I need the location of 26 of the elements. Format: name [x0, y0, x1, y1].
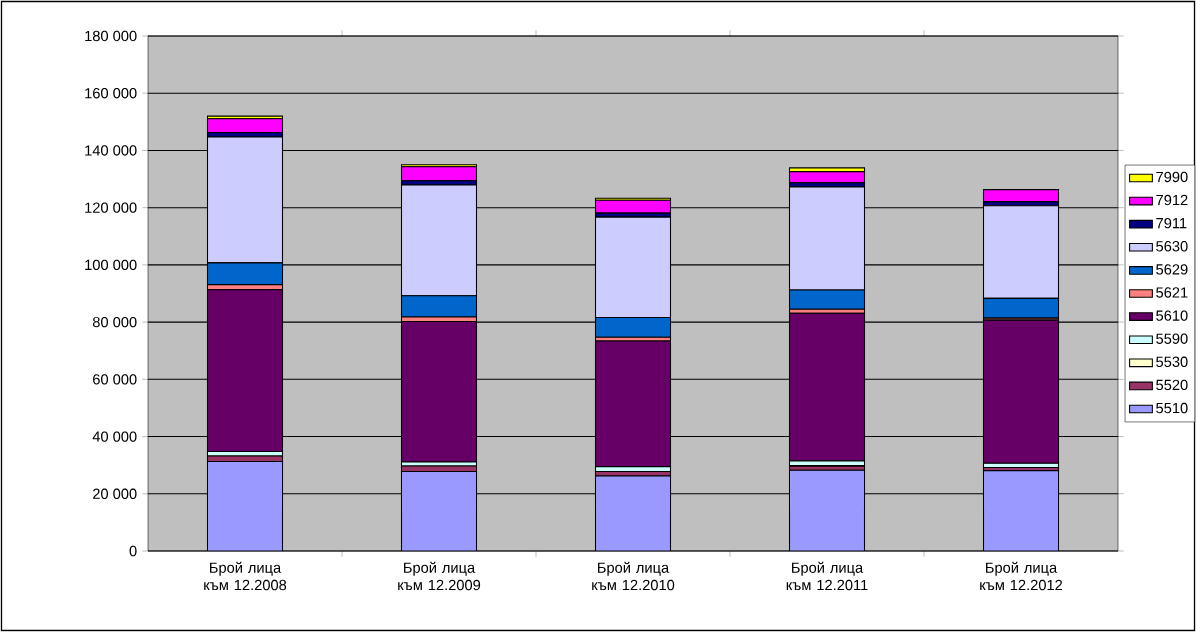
legend-label: 7911	[1156, 217, 1187, 229]
x-tick-label: Брой лица към 12.2008	[204, 561, 287, 591]
y-tick-label: 40 000	[92, 431, 137, 442]
y-tick-label: 60 000	[93, 374, 137, 385]
x-tick-label: Брой лица към 12.2012	[980, 561, 1063, 591]
x-tick-label: Брой лица към 12.2010	[592, 561, 675, 591]
legend-label: 5520	[1156, 379, 1188, 391]
y-tick-label: 0	[129, 545, 137, 557]
legend-label: 5630	[1156, 241, 1188, 252]
y-tick-label: 180 000	[85, 30, 137, 42]
legend-label: 5610	[1156, 310, 1188, 321]
y-tick-label: 140 000	[85, 145, 137, 156]
legend-label: 5530	[1156, 356, 1188, 367]
legend-label: 7912	[1156, 194, 1188, 206]
legend-label: 7990	[1156, 171, 1188, 183]
y-tick-label: 20 000	[93, 488, 137, 499]
legend-label: 5621	[1156, 287, 1188, 298]
y-tick-label: 160 000	[85, 88, 137, 99]
x-tick-label: Брой лица към 12.2011	[786, 561, 868, 591]
y-tick-label: 120 000	[85, 202, 137, 213]
legend-label: 5510	[1156, 402, 1188, 414]
y-tick-label: 100 000	[85, 259, 137, 271]
legend-label: 5590	[1156, 333, 1188, 344]
x-tick-label: Брой лица към 12.2009	[398, 561, 481, 591]
y-tick-label: 80 000	[92, 316, 137, 328]
legend-label: 5629	[1156, 264, 1188, 275]
